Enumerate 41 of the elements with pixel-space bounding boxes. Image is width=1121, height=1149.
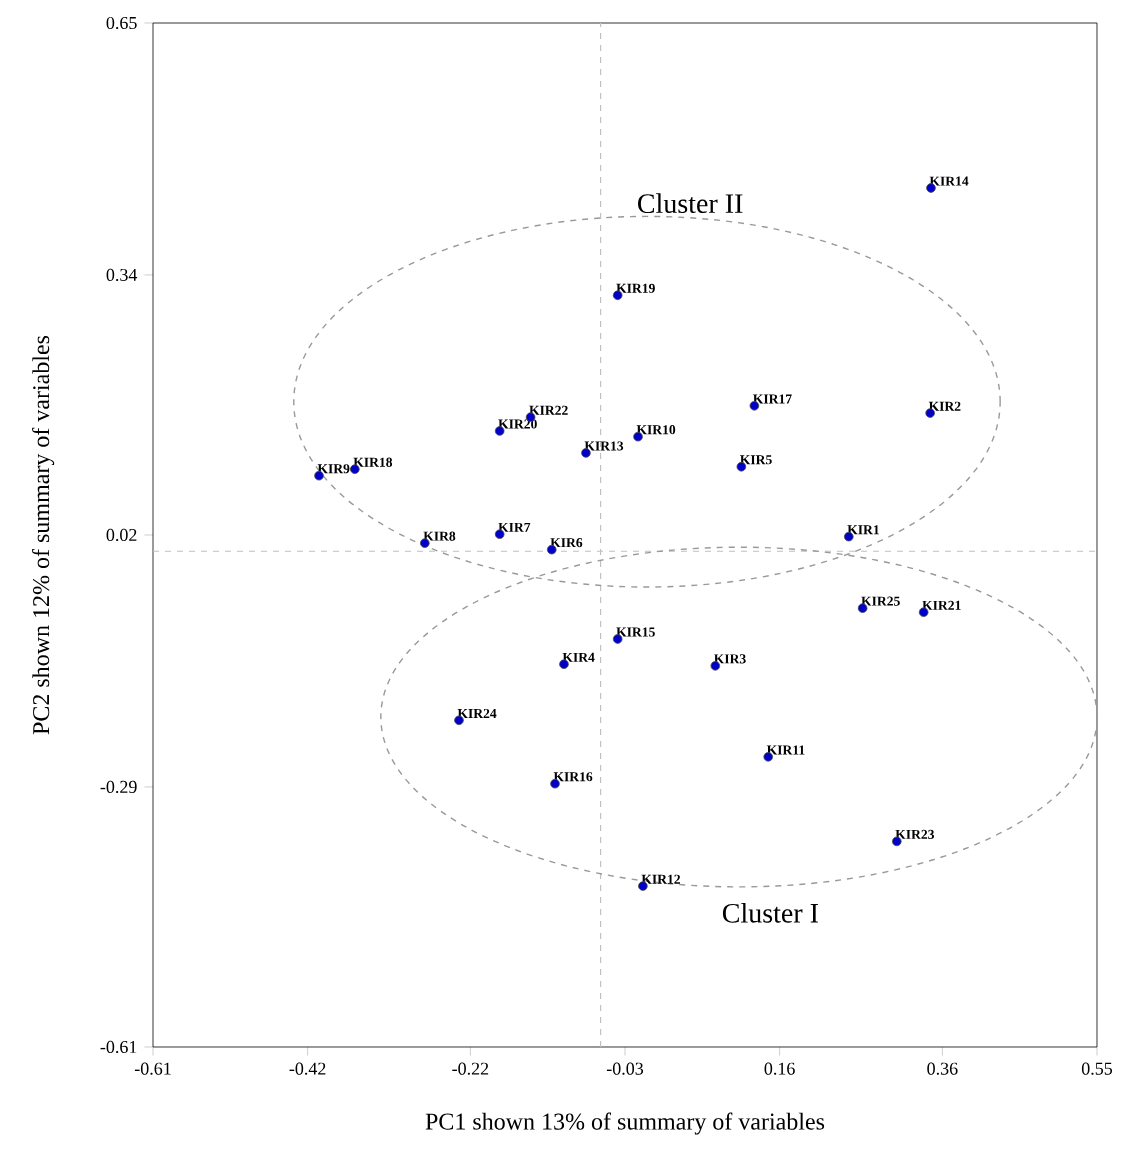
data-label: KIR24 [457, 708, 497, 718]
data-label: KIR1 [847, 525, 879, 535]
data-label: KIR25 [861, 596, 900, 606]
data-label: KIR9 [317, 464, 350, 474]
data-label: KIR13 [584, 441, 624, 451]
y-tick-label: 0.02 [106, 528, 137, 542]
y-tick-label: -0.29 [100, 780, 137, 794]
data-label: KIR6 [550, 538, 583, 548]
x-tick-label: -0.61 [134, 1062, 171, 1075]
x-tick-label: 0.36 [927, 1062, 958, 1075]
y-axis-title: PC2 shown 12% of summary of variables [32, 335, 55, 735]
data-label: KIR19 [616, 283, 655, 293]
data-label: KIR8 [423, 531, 456, 541]
data-label: KIR18 [353, 457, 393, 467]
data-label: KIR5 [739, 455, 772, 465]
annotation: Cluster I [722, 902, 819, 923]
data-label: KIR22 [529, 405, 568, 415]
x-tick-label: 0.55 [1081, 1062, 1113, 1075]
data-label: KIR20 [498, 419, 537, 429]
data-label: KIR3 [713, 654, 746, 664]
data-label: KIR23 [895, 829, 935, 839]
data-label: KIR14 [929, 176, 969, 186]
data-label: KIR7 [498, 522, 531, 532]
data-label: KIR17 [753, 394, 792, 404]
data-label: KIR2 [928, 401, 961, 411]
data-label: KIR10 [636, 425, 676, 435]
x-tick-label: 0.16 [764, 1062, 795, 1075]
data-label: KIR21 [922, 600, 961, 610]
x-axis-title: PC1 shown 13% of summary of variables [425, 1112, 825, 1135]
data-label: KIR11 [766, 745, 805, 755]
y-tick-label: -0.61 [100, 1040, 137, 1054]
y-tick-label: 0.34 [106, 268, 138, 282]
x-tick-label: -0.22 [452, 1062, 489, 1075]
x-tick-label: -0.42 [289, 1062, 326, 1075]
x-tick-label: -0.03 [606, 1062, 644, 1075]
data-label: KIR12 [641, 874, 680, 884]
y-tick-label: 0.65 [106, 16, 137, 30]
data-label: KIR4 [562, 652, 595, 662]
data-label: KIR16 [553, 772, 593, 782]
data-label: KIR15 [616, 627, 655, 637]
annotation: Cluster II [638, 193, 743, 214]
